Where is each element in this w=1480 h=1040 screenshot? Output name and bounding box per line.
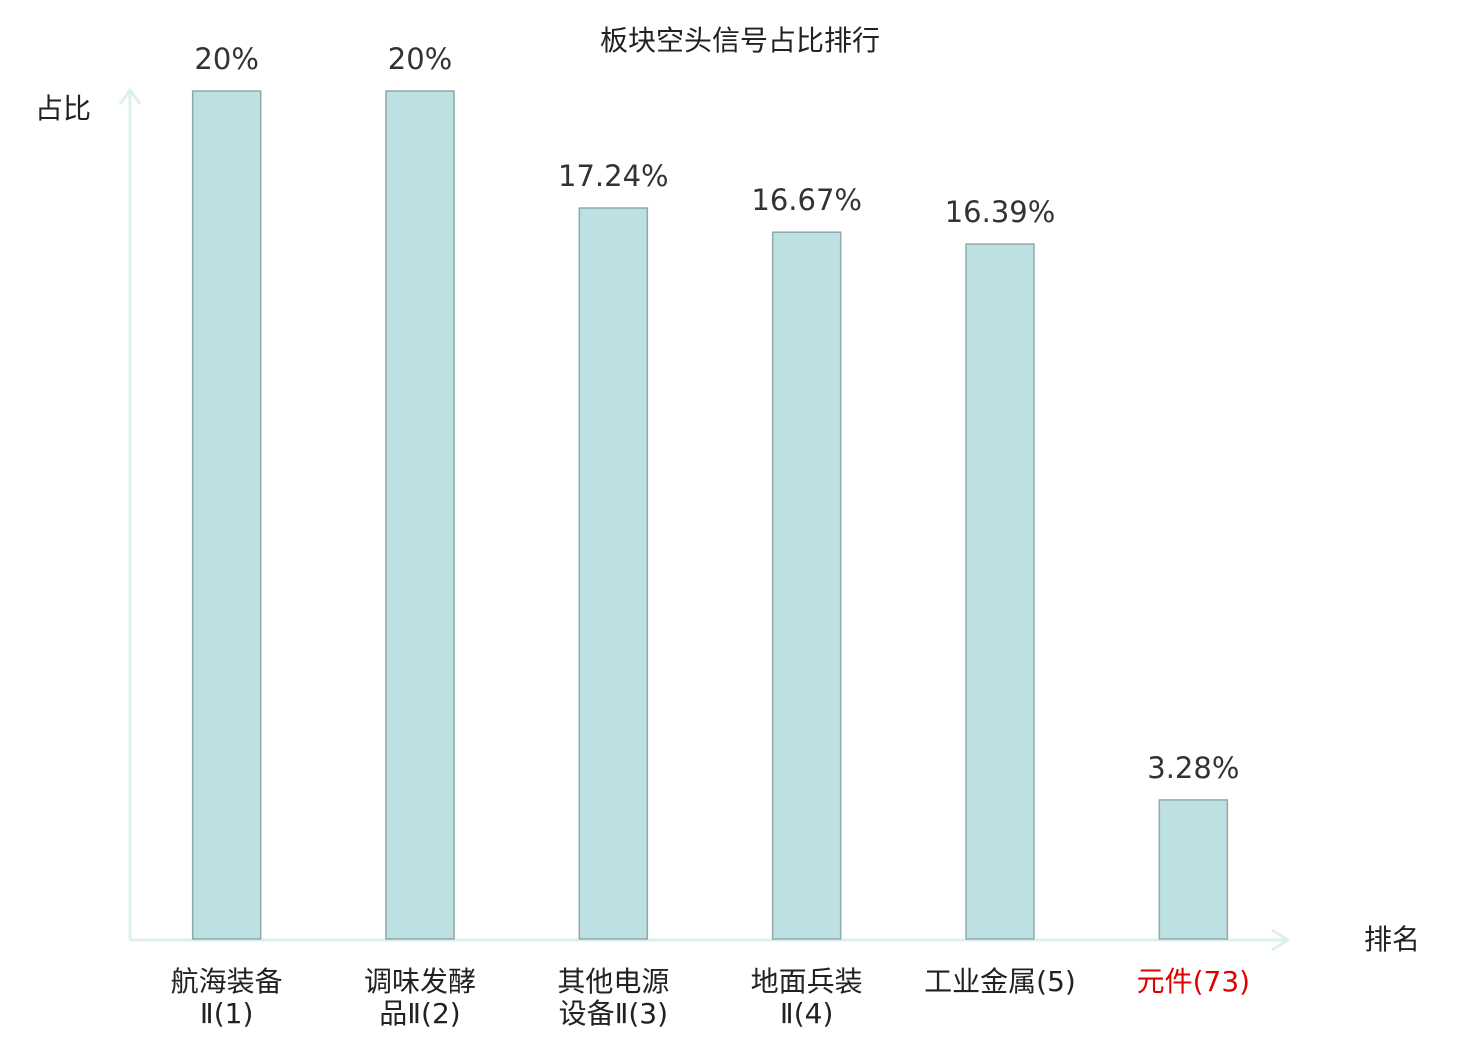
x-arrow bbox=[1271, 928, 1291, 952]
x-tick-label: 元件(73) bbox=[1136, 965, 1251, 998]
value-label: 16.39% bbox=[945, 195, 1056, 229]
x-axis-label: 排名 bbox=[1364, 923, 1420, 956]
bar bbox=[191, 90, 262, 940]
bar bbox=[1158, 799, 1229, 940]
x-tick-label: 其他电源 设备Ⅱ(3) bbox=[557, 965, 670, 1030]
y-axis-label: 占比 bbox=[35, 92, 91, 125]
x-tick-label: 调味发酵 品Ⅱ(2) bbox=[363, 965, 476, 1030]
value-label: 3.28% bbox=[1147, 751, 1239, 785]
chart-title: 板块空头信号占比排行 bbox=[600, 24, 880, 57]
bar bbox=[771, 231, 842, 940]
bar bbox=[578, 207, 649, 940]
bar bbox=[385, 90, 455, 940]
axes bbox=[118, 87, 1291, 952]
y-arrow bbox=[118, 87, 142, 105]
value-label: 20% bbox=[388, 42, 452, 76]
value-label: 20% bbox=[194, 42, 258, 76]
value-label: 16.67% bbox=[751, 183, 862, 217]
x-tick-label: 地面兵装 Ⅱ(4) bbox=[750, 965, 863, 1030]
bar bbox=[965, 243, 1035, 940]
x-tick-label: 工业金属(5) bbox=[924, 965, 1076, 998]
x-tick-label: 航海装备 Ⅱ(1) bbox=[170, 965, 283, 1030]
value-label: 17.24% bbox=[558, 159, 669, 193]
